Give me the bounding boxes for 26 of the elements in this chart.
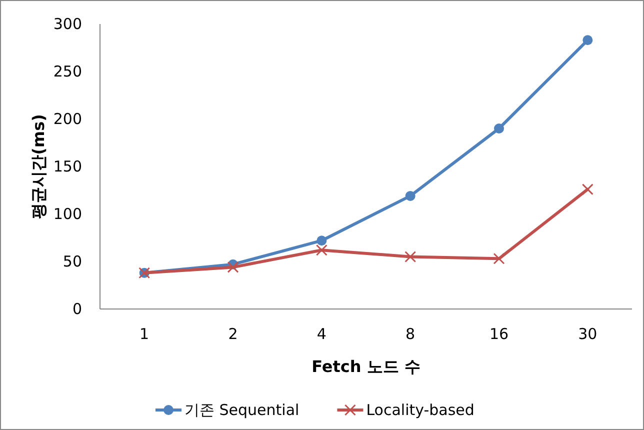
point: [582, 184, 594, 196]
y-tick-label: 200: [53, 110, 82, 128]
x-tick-label: 2: [228, 325, 238, 343]
x-axis-title: Fetch 노드 수: [312, 357, 420, 376]
legend-label: 기존 Sequential: [184, 401, 300, 419]
point: [316, 236, 327, 246]
point: [582, 35, 593, 46]
point: [404, 251, 416, 262]
x-tick-label: 1: [140, 325, 150, 343]
point: [227, 261, 239, 273]
y-axis-title: 평균시간(ms): [29, 114, 48, 219]
x-tick-label: 16: [489, 325, 509, 343]
point: [493, 252, 505, 264]
y-tick-label: 250: [53, 62, 82, 80]
point: [494, 124, 504, 134]
y-tick-label: 100: [53, 205, 82, 223]
point: [316, 244, 328, 256]
y-tick-label: 0: [72, 300, 82, 318]
y-tick-label: 50: [62, 252, 82, 270]
x-tick-label: 4: [316, 325, 326, 343]
point: [405, 190, 416, 201]
y-tick-label: 300: [53, 15, 82, 33]
x-tick-label: 30: [578, 325, 598, 343]
y-tick-label: 150: [53, 158, 82, 176]
legend-label: Locality-based: [366, 401, 474, 419]
x-tick-label: 8: [406, 325, 416, 343]
